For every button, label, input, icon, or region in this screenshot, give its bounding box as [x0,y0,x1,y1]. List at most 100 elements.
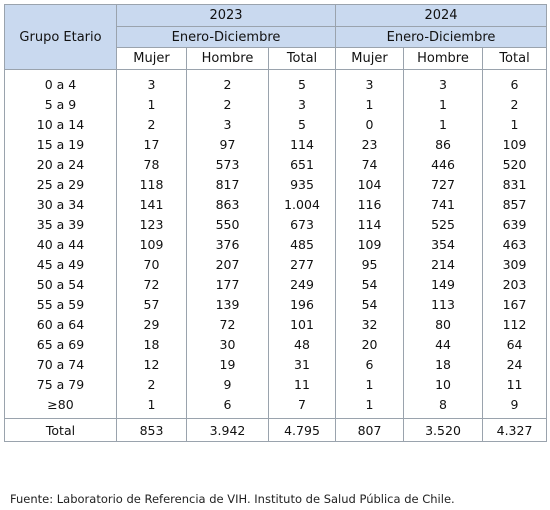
age-group-cell: 70 a 74 [4,354,117,374]
value-cell: 573 [186,154,269,174]
value-cell: 8 [403,394,484,419]
value-cell: 123 [116,214,187,234]
value-cell: 95 [335,254,405,274]
table-row: 30 a 34 141 863 1.004 116 741 857 [4,194,548,214]
value-cell: 3 [403,69,484,94]
value-cell: 11 [267,374,337,394]
value-cell: 727 [403,174,484,194]
value-cell: 29 [116,314,187,334]
value-cell: 17 [116,134,187,154]
table-row: 40 a 44 109 376 485 109 354 463 [4,234,548,254]
value-cell: 70 [116,254,187,274]
age-group-cell: 50 a 54 [4,274,117,294]
value-cell: 651 [267,154,337,174]
value-cell: 24 [482,354,548,374]
value-cell: 74 [335,154,405,174]
value-cell: 167 [482,294,548,314]
value-cell: 354 [403,234,484,254]
age-group-cell: 75 a 79 [4,374,117,394]
age-group-cell: 5 a 9 [4,94,117,114]
value-cell: 3 [116,69,187,94]
value-cell: 863 [186,194,269,214]
value-cell: 2 [186,69,269,94]
value-cell: 741 [403,194,484,214]
value-cell: 44 [403,334,484,354]
period-header-2023: Enero-Diciembre [115,26,337,48]
value-cell: 857 [482,194,548,214]
value-cell: 109 [116,234,187,254]
total-cell: 4.795 [267,418,337,442]
value-cell: 1 [403,114,484,134]
value-cell: 309 [482,254,548,274]
value-cell: 101 [267,314,337,334]
value-cell: 32 [335,314,405,334]
value-cell: 80 [403,314,484,334]
table-row: 70 a 74 12 19 31 6 18 24 [4,354,548,374]
col-header-total-2023: Total [267,47,337,70]
value-cell: 277 [267,254,337,274]
value-cell: 20 [335,334,405,354]
value-cell: 3 [267,94,337,114]
value-cell: 935 [267,174,337,194]
table-row: 60 a 64 29 72 101 32 80 112 [4,314,548,334]
value-cell: 485 [267,234,337,254]
value-cell: 12 [116,354,187,374]
col-header-total-2024: Total [482,47,548,70]
total-row: Total 853 3.942 4.795 807 3.520 4.327 [4,418,548,442]
value-cell: 2 [116,374,187,394]
value-cell: 1 [403,94,484,114]
value-cell: 64 [482,334,548,354]
value-cell: 78 [116,154,187,174]
age-group-cell: 60 a 64 [4,314,117,334]
value-cell: 11 [482,374,548,394]
total-label: Total [4,418,117,442]
age-group-cell: 20 a 24 [4,154,117,174]
value-cell: 525 [403,214,484,234]
value-cell: 30 [186,334,269,354]
value-cell: 118 [116,174,187,194]
value-cell: 177 [186,274,269,294]
value-cell: 1 [116,94,187,114]
table-row: 35 a 39 123 550 673 114 525 639 [4,214,548,234]
value-cell: 141 [116,194,187,214]
value-cell: 2 [482,94,548,114]
value-cell: 1 [335,394,405,419]
value-cell: 6 [186,394,269,419]
age-group-cell: 0 a 4 [4,69,117,94]
value-cell: 9 [482,394,548,419]
col-header-hombre-2023: Hombre [186,47,269,70]
table-row: 65 a 69 18 30 48 20 44 64 [4,334,548,354]
value-cell: 1.004 [267,194,337,214]
age-group-cell: 65 a 69 [4,334,117,354]
value-cell: 207 [186,254,269,274]
table-row: 25 a 29 118 817 935 104 727 831 [4,174,548,194]
value-cell: 6 [335,354,405,374]
value-cell: 249 [267,274,337,294]
value-cell: 446 [403,154,484,174]
value-cell: 463 [482,234,548,254]
value-cell: 6 [482,69,548,94]
value-cell: 550 [186,214,269,234]
table-row: 55 a 59 57 139 196 54 113 167 [4,294,548,314]
value-cell: 31 [267,354,337,374]
value-cell: 19 [186,354,269,374]
value-cell: 23 [335,134,405,154]
hiv-cases-table: Grupo Etario 2023 2024 Enero-Diciembre E… [4,4,548,442]
table-row: 45 a 49 70 207 277 95 214 309 [4,254,548,274]
value-cell: 18 [116,334,187,354]
value-cell: 48 [267,334,337,354]
value-cell: 0 [335,114,405,134]
value-cell: 831 [482,174,548,194]
period-header-2024: Enero-Diciembre [335,26,548,48]
value-cell: 1 [335,374,405,394]
age-group-cell: 55 a 59 [4,294,117,314]
value-cell: 113 [403,294,484,314]
age-group-cell: 40 a 44 [4,234,117,254]
value-cell: 214 [403,254,484,274]
table-row: 75 a 79 2 9 11 1 10 11 [4,374,548,394]
value-cell: 86 [403,134,484,154]
year-header-2024: 2024 [335,4,548,27]
